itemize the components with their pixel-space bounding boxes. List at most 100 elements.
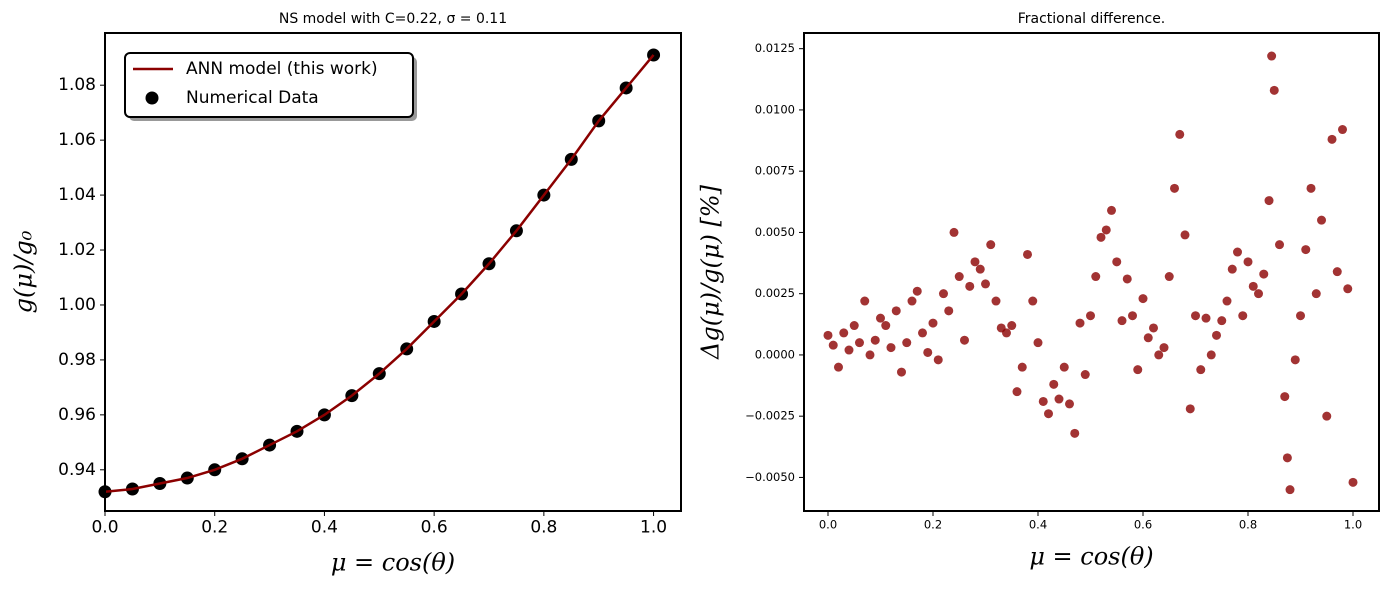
y-axis-label: Δg(μ)/g(μ) [%] (697, 184, 725, 360)
data-point (1080, 370, 1090, 380)
data-point (1164, 272, 1174, 282)
data-point (965, 281, 975, 291)
chart-title: Fractional difference. (1018, 11, 1166, 27)
data-point (1217, 316, 1227, 326)
data-point (1059, 362, 1069, 372)
data-point (1038, 396, 1048, 406)
data-point (1282, 453, 1292, 463)
x-tick-label: 1.0 (640, 518, 667, 538)
y-tick-label: 1.04 (58, 185, 96, 205)
data-point (1007, 321, 1017, 331)
y-tick-label: 0.0025 (755, 286, 795, 300)
data-point (1317, 215, 1327, 225)
y-tick-label: 0.0000 (755, 347, 795, 361)
data-point (1206, 350, 1216, 360)
data-point (1154, 350, 1164, 360)
x-tick-label: 0.4 (1029, 517, 1047, 531)
data-point (828, 340, 838, 350)
data-point (923, 347, 933, 357)
data-point (1086, 311, 1096, 321)
data-point (1191, 311, 1201, 321)
data-point (1070, 428, 1080, 438)
plot-area (98, 48, 661, 499)
data-point (1201, 313, 1211, 323)
data-point (959, 335, 969, 345)
chart-title: NS model with C=0.22, σ = 0.11 (279, 11, 507, 27)
data-point (1044, 409, 1054, 419)
axes-frame (803, 32, 1380, 512)
data-point (1101, 225, 1111, 235)
data-point (949, 227, 959, 237)
data-point (1275, 240, 1285, 250)
x-tick-label: 0.0 (819, 517, 837, 531)
data-point (823, 330, 833, 340)
data-point (1175, 129, 1185, 139)
data-point (944, 306, 954, 316)
data-point (844, 345, 854, 355)
data-point (1327, 134, 1337, 144)
data-point (1185, 404, 1195, 414)
x-tick-label: 0.4 (311, 518, 338, 538)
data-point (1122, 274, 1132, 284)
data-point (970, 257, 980, 267)
data-point (1227, 264, 1237, 274)
data-point (1311, 289, 1321, 299)
legend (124, 52, 414, 118)
data-point (1107, 205, 1117, 215)
data-point (1096, 232, 1106, 242)
y-tick-label: 0.98 (58, 350, 96, 370)
y-tick-label: 0.0075 (755, 164, 795, 178)
data-point (1248, 281, 1258, 291)
x-axis-label: μ = cos(θ) (1029, 543, 1153, 571)
data-point (1196, 365, 1206, 375)
data-point (1159, 343, 1169, 353)
data-point (1233, 247, 1243, 257)
y-tick-label: 1.02 (58, 240, 96, 260)
x-axis-label: μ = cos(θ) (331, 549, 455, 577)
data-point (907, 296, 917, 306)
x-tick-label: 0.2 (201, 518, 228, 538)
y-axis-label: g(μ)/g₀ (10, 230, 38, 313)
data-point (1023, 249, 1033, 259)
data-point (886, 343, 896, 353)
data-point (854, 338, 864, 348)
data-point (980, 279, 990, 289)
data-point (1322, 411, 1332, 421)
data-point (875, 313, 885, 323)
x-tick-label: 0.2 (924, 517, 942, 531)
data-point (902, 338, 912, 348)
data-point (865, 350, 875, 360)
y-tick-label: −0.0025 (745, 409, 795, 423)
data-point (1180, 230, 1190, 240)
data-point (1269, 85, 1279, 95)
legend-marker (145, 91, 159, 105)
data-point (1343, 284, 1353, 294)
data-point (1238, 311, 1248, 321)
y-tick-label: 0.96 (58, 405, 96, 425)
y-tick-label: 0.0100 (755, 102, 795, 116)
data-point (933, 355, 943, 365)
data-point (1243, 257, 1253, 267)
data-point (1033, 338, 1043, 348)
plot-area (823, 51, 1358, 495)
data-point (954, 272, 964, 282)
x-tick-label: 0.0 (91, 518, 118, 538)
x-tick-label: 0.6 (421, 518, 448, 538)
x-tick-label: 0.8 (1239, 517, 1257, 531)
data-point (912, 286, 922, 296)
data-point (1301, 245, 1311, 255)
data-point (1338, 125, 1348, 135)
data-point (1254, 289, 1264, 299)
data-point (1138, 294, 1148, 304)
data-point (1149, 323, 1159, 333)
data-point (938, 289, 948, 299)
x-tick-label: 0.8 (530, 518, 557, 538)
data-point (1290, 355, 1300, 365)
data-point (833, 362, 843, 372)
data-point (1170, 183, 1180, 193)
data-point (1285, 485, 1295, 495)
data-point (881, 321, 891, 331)
data-point (849, 321, 859, 331)
data-point (1075, 318, 1085, 328)
